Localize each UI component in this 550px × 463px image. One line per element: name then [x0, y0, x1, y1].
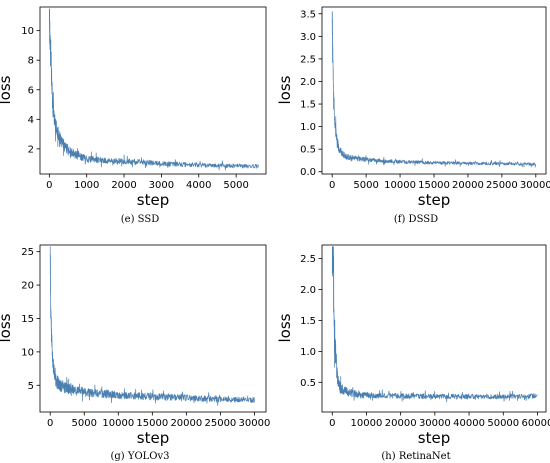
y-tick-label: 15: [21, 314, 34, 325]
x-tick-label: 0: [46, 180, 52, 191]
plot-frame: [321, 6, 547, 175]
y-tick-label: 2.0: [300, 77, 316, 88]
y-tick-label: 0.5: [300, 145, 316, 156]
y-tick-label: 4: [28, 115, 34, 126]
x-tick-label: 2000: [111, 180, 136, 191]
y-tick-label: 20: [21, 281, 34, 292]
x-tick-label: 10000: [102, 418, 134, 429]
chart-ssd: 0 1000 2000 3000 4000 5000 2 4 6 8 10 step loss: [0, 6, 267, 209]
x-tick-label: 40000: [453, 418, 485, 429]
x-tick-label: 0: [329, 180, 335, 191]
plot-frame: [39, 244, 267, 413]
plot-frame: [321, 244, 547, 413]
y-axis-label: loss: [276, 313, 294, 342]
x-tick-label: 4000: [186, 180, 211, 191]
caption-yolov3: (g) YOLOv3: [110, 451, 169, 462]
y-tick-label: 10: [21, 347, 34, 358]
x-axis-label: step: [418, 191, 450, 209]
y-tick-label: 1.0: [300, 122, 316, 133]
y-axis-label: loss: [0, 313, 14, 342]
x-tick-label: 3000: [149, 180, 174, 191]
y-tick-label: 2: [28, 144, 34, 155]
x-tick-label: 30000: [520, 180, 550, 191]
x-tick-label: 20000: [452, 180, 484, 191]
y-tick-label: 10: [21, 26, 34, 37]
y-axis-label: loss: [276, 75, 294, 104]
x-tick-label: 10000: [351, 418, 383, 429]
y-tick-label: 3.5: [300, 9, 316, 20]
x-tick-label: 20000: [170, 418, 202, 429]
series-line: [331, 246, 538, 403]
y-tick-label: 1.5: [300, 316, 316, 327]
caption-retinanet: (h) RetinaNet: [381, 451, 450, 462]
x-tick-label: 25000: [204, 418, 236, 429]
x-tick-label: 15000: [136, 418, 168, 429]
x-tick-label: 20000: [385, 418, 417, 429]
series-line: [48, 8, 259, 171]
series-line: [49, 246, 255, 406]
y-tick-label: 8: [28, 56, 34, 67]
y-tick-label: 6: [28, 85, 34, 96]
caption-ssd: (e) SSD: [121, 214, 159, 225]
x-tick-label: 10000: [384, 180, 416, 191]
caption-dssd: (f) DSSD: [394, 214, 438, 225]
x-tick-label: 5000: [223, 180, 248, 191]
x-tick-label: 50000: [487, 418, 519, 429]
x-tick-label: 1000: [74, 180, 99, 191]
x-tick-label: 15000: [418, 180, 450, 191]
x-tick-label: 30000: [239, 418, 271, 429]
x-axis-label: step: [418, 429, 450, 447]
y-tick-label: 0.5: [300, 378, 316, 389]
y-tick-label: 25: [21, 247, 34, 258]
x-tick-label: 30000: [419, 418, 451, 429]
y-tick-label: 3.0: [300, 32, 316, 43]
y-tick-label: 2.0: [300, 285, 316, 296]
x-tick-label: 0: [47, 418, 53, 429]
chart-yolov3: 0 5000 10000 15000 20000 25000 30000 5 10 15 20 25 s…: [0, 244, 271, 447]
chart-dssd: 0 5000 10000 15000 20000 25000 30000 0.0 0.5 1.0 1…: [276, 6, 550, 209]
y-tick-label: 1.0: [300, 347, 316, 358]
x-tick-label: 5000: [72, 418, 97, 429]
x-tick-label: 0: [329, 418, 335, 429]
x-tick-label: 5000: [353, 180, 378, 191]
plot-frame: [39, 6, 267, 175]
series-line: [331, 11, 537, 168]
x-axis-label: step: [137, 429, 169, 447]
y-tick-label: 5: [28, 381, 34, 392]
x-axis-label: step: [137, 191, 169, 209]
x-tick-label: 25000: [486, 180, 518, 191]
y-tick-label: 1.5: [300, 100, 316, 111]
y-tick-label: 2.5: [300, 54, 316, 65]
y-axis-label: loss: [0, 75, 14, 104]
y-tick-label: 2.5: [300, 254, 316, 265]
y-tick-label: 0.0: [300, 167, 316, 178]
